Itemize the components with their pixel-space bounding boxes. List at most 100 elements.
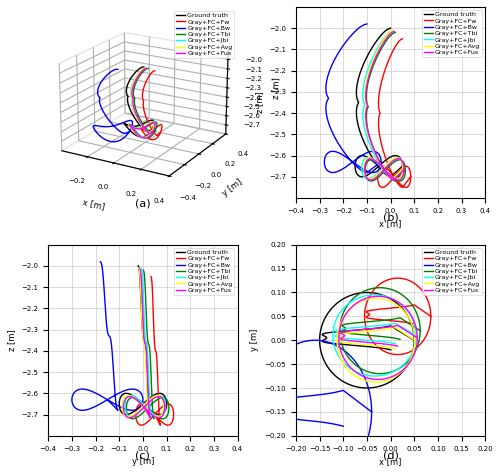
Gray+FC+Jbi	[366, 65, 372, 70]
Gray+FC+Avg	[412, 337, 418, 343]
Gray+FC+Tbi	[402, 173, 407, 178]
Gray+FC+Avg	[146, 414, 152, 420]
Gray+FC+Jbi	[400, 166, 406, 171]
Text: (b): (b)	[382, 213, 398, 223]
Line: Ground truth: Ground truth	[320, 292, 414, 388]
Gray+FC+Tbi	[142, 283, 148, 289]
Text: (a): (a)	[135, 199, 150, 209]
Gray+FC+Jbi	[368, 324, 374, 329]
Gray+FC+Tbi	[392, 30, 398, 35]
Ground truth	[332, 341, 338, 347]
Gray+FC+Bw	[102, 296, 107, 302]
Ground truth	[135, 263, 141, 269]
Gray+FC+Jbi	[412, 341, 418, 347]
Gray+FC+Tbi	[392, 159, 398, 165]
Ground truth	[398, 168, 404, 174]
Gray+FC+Avg	[392, 301, 398, 307]
Gray+FC+Tbi	[164, 397, 170, 403]
Gray+FC+Avg	[367, 65, 373, 70]
Gray+FC+Tbi	[417, 328, 423, 333]
Line: Gray+FC+Tbi: Gray+FC+Tbi	[340, 288, 420, 374]
Gray+FC+Bw	[362, 150, 368, 156]
Gray+FC+Tbi	[140, 267, 146, 273]
Ground truth	[161, 393, 167, 398]
Line: Gray+FC+Fw: Gray+FC+Fw	[136, 277, 173, 425]
Gray+FC+Jbi	[140, 303, 146, 308]
Gray+FC+Bw	[370, 170, 376, 175]
Y-axis label: z [m]: z [m]	[7, 329, 16, 351]
Gray+FC+Fw	[428, 314, 434, 319]
Gray+FC+Bw	[274, 414, 280, 420]
Gray+FC+Fus	[401, 166, 407, 172]
Gray+FC+Jbi	[364, 337, 370, 343]
Gray+FC+Fus	[391, 28, 397, 34]
Gray+FC+Jbi	[138, 265, 144, 271]
Gray+FC+Avg	[399, 171, 405, 176]
Legend: Ground truth, Gray+FC+Fw, Gray+FC+Bw, Gray+FC+Tbi, Gray+FC+Jbi, Gray+FC+Avg, Gra: Ground truth, Gray+FC+Fw, Gray+FC+Bw, Gr…	[174, 11, 234, 58]
Line: Gray+FC+Bw: Gray+FC+Bw	[72, 262, 143, 410]
Ground truth	[388, 347, 394, 353]
Gray+FC+Fw	[389, 318, 395, 324]
Gray+FC+Fus	[146, 402, 152, 408]
Gray+FC+Tbi	[350, 331, 356, 337]
Gray+FC+Bw	[368, 424, 374, 430]
Line: Gray+FC+Fw: Gray+FC+Fw	[378, 39, 410, 187]
Gray+FC+Fus	[140, 304, 145, 309]
Ground truth	[360, 327, 366, 333]
Ground truth	[410, 347, 416, 353]
Gray+FC+Fus	[138, 282, 144, 288]
Gray+FC+Fw	[138, 422, 144, 428]
Gray+FC+Fus	[368, 66, 374, 71]
Gray+FC+Fw	[152, 412, 158, 417]
Gray+FC+Avg	[377, 43, 383, 49]
Line: Gray+FC+Bw: Gray+FC+Bw	[324, 24, 381, 173]
Line: Ground truth: Ground truth	[355, 28, 403, 177]
Gray+FC+Jbi	[160, 394, 166, 400]
Gray+FC+Fw	[408, 174, 414, 180]
Gray+FC+Fus	[368, 340, 374, 345]
Gray+FC+Jbi	[376, 43, 382, 49]
Line: Gray+FC+Avg: Gray+FC+Avg	[122, 268, 164, 417]
Gray+FC+Fus	[376, 293, 382, 299]
Gray+FC+Fw	[400, 36, 406, 42]
Gray+FC+Bw	[364, 170, 370, 175]
Gray+FC+Jbi	[389, 157, 395, 163]
Gray+FC+Bw	[340, 347, 346, 352]
Gray+FC+Avg	[134, 408, 140, 414]
Line: Ground truth: Ground truth	[119, 266, 166, 414]
Gray+FC+Fus	[127, 415, 133, 420]
Gray+FC+Bw	[115, 407, 121, 413]
Ground truth	[147, 412, 153, 417]
Line: Gray+FC+Jbi: Gray+FC+Jbi	[362, 30, 404, 179]
Ground truth	[360, 63, 366, 69]
Gray+FC+Tbi	[378, 371, 384, 377]
Gray+FC+Tbi	[397, 290, 403, 296]
Gray+FC+Avg	[390, 176, 396, 182]
Gray+FC+Fw	[390, 172, 396, 177]
Gray+FC+Tbi	[369, 67, 375, 73]
Gray+FC+Bw	[80, 407, 86, 413]
Gray+FC+Tbi	[416, 337, 422, 342]
Gray+FC+Jbi	[137, 408, 143, 414]
Ground truth	[412, 337, 418, 343]
Gray+FC+Avg	[140, 403, 146, 409]
Legend: Ground truth, Gray+FC+Fw, Gray+FC+Bw, Gray+FC+Tbi, Gray+FC+Jbi, Gray+FC+Avg, Gra: Ground truth, Gray+FC+Fw, Gray+FC+Bw, Gr…	[422, 248, 482, 295]
Text: (c): (c)	[136, 451, 150, 461]
Line: Gray+FC+Fus: Gray+FC+Fus	[124, 269, 164, 418]
Gray+FC+Fw	[427, 322, 433, 327]
Gray+FC+Avg	[374, 379, 380, 385]
Gray+FC+Fus	[378, 44, 384, 50]
Gray+FC+Jbi	[400, 171, 406, 176]
Gray+FC+Tbi	[378, 285, 384, 290]
Ground truth	[388, 296, 394, 301]
Gray+FC+Tbi	[392, 178, 398, 184]
Gray+FC+Fw	[156, 410, 162, 415]
Ground truth	[374, 161, 380, 166]
Line: Gray+FC+Tbi: Gray+FC+Tbi	[365, 33, 406, 181]
Ground truth	[364, 289, 370, 295]
Gray+FC+Bw	[100, 274, 106, 280]
Gray+FC+Fw	[395, 352, 401, 358]
Gray+FC+Fw	[400, 184, 406, 190]
Gray+FC+Fus	[147, 415, 153, 420]
Gray+FC+Fus	[371, 326, 377, 332]
